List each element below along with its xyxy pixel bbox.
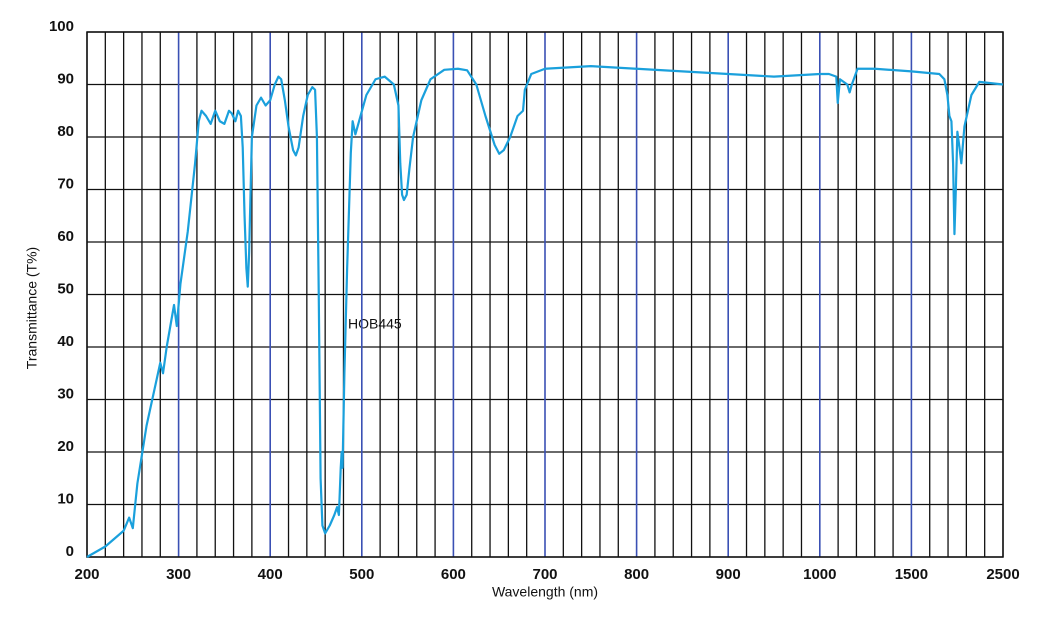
x-tick-label: 400	[258, 566, 283, 583]
plot-border	[86, 31, 1004, 558]
x-tick-label: 500	[349, 566, 374, 583]
x-tick-label: 200	[74, 566, 99, 583]
y-tick-label: 30	[57, 385, 74, 402]
y-tick-label: 70	[57, 175, 74, 192]
y-tick-label: 10	[57, 490, 74, 507]
x-tick-label: 800	[624, 566, 649, 583]
y-axis-label: Transmittance (T%)	[24, 247, 40, 369]
y-tick-label: 100	[49, 18, 74, 35]
y-tick-label: 90	[57, 70, 74, 87]
x-tick-label: 1000	[803, 566, 836, 583]
y-tick-label: 40	[57, 333, 74, 350]
x-tick-label: 300	[166, 566, 191, 583]
x-tick-label: 1500	[895, 566, 928, 583]
y-tick-label: 60	[57, 228, 74, 245]
x-axis-label: Wavelength (nm)	[492, 584, 598, 600]
x-tick-label: 2500	[986, 566, 1019, 583]
x-tick-label: 600	[441, 566, 466, 583]
y-tick-label: 50	[57, 280, 74, 297]
annotation: HOB445	[348, 316, 402, 332]
line	[86, 65, 1004, 558]
y-tick-label: 20	[57, 438, 74, 455]
y-tick-label: 80	[57, 123, 74, 140]
x-tick-label: 900	[716, 566, 741, 583]
x-tick-label: 700	[532, 566, 557, 583]
y-tick-label: 0	[66, 543, 74, 560]
